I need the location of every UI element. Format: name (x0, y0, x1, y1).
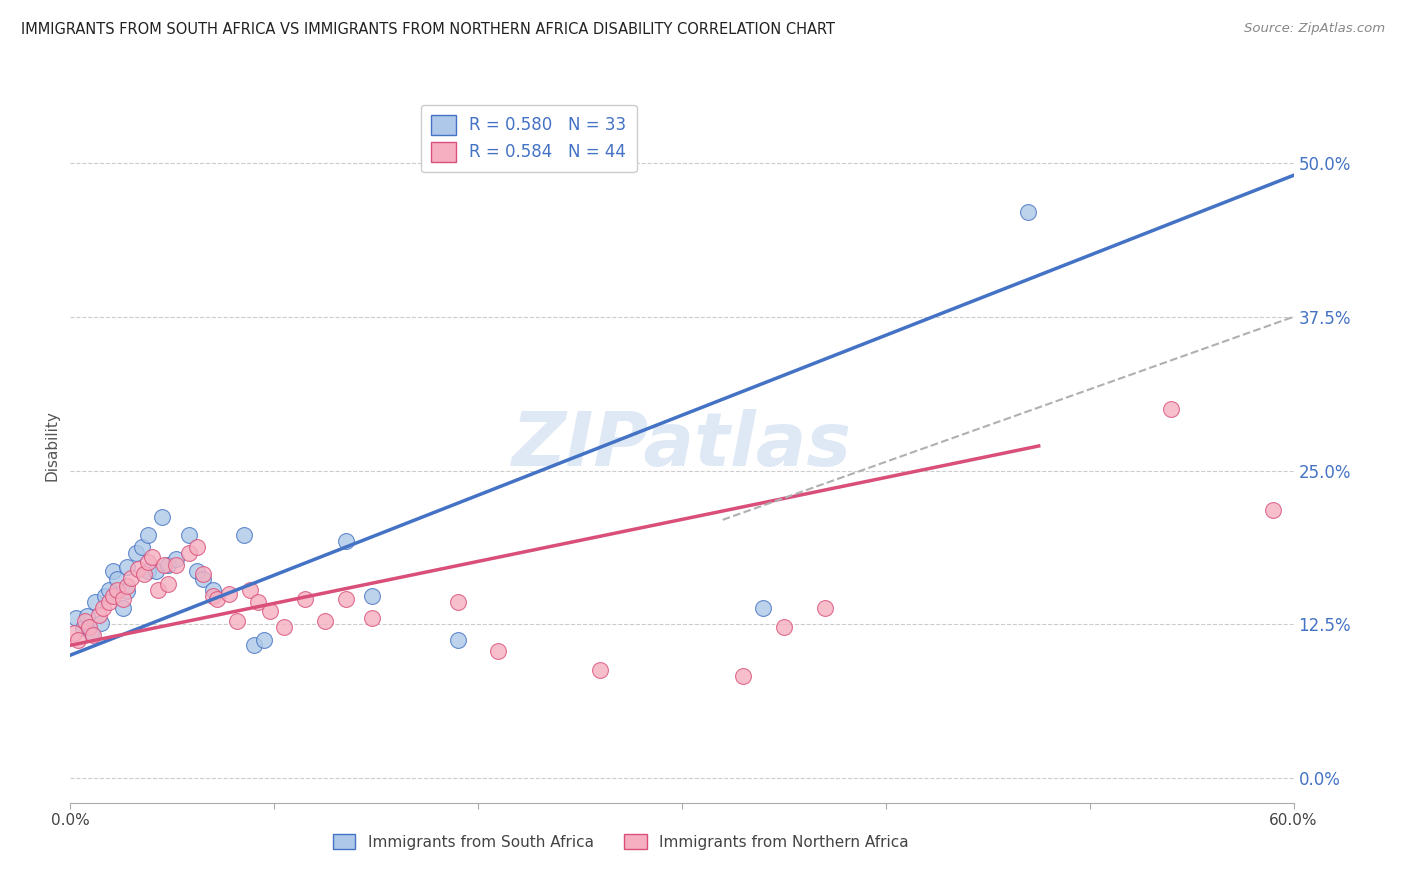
Point (72, 621, 94, 635)
Point (94, 589, 117, 603)
Point (186, 565, 208, 579)
Point (165, 558, 187, 573)
Point (361, 589, 384, 603)
Point (136, 527, 159, 541)
Point (136, 555, 159, 569)
Point (243, 638, 266, 652)
Point (67, 633, 90, 648)
Point (314, 614, 336, 628)
Point (132, 566, 155, 581)
Text: Source: ZipAtlas.com: Source: ZipAtlas.com (1244, 22, 1385, 36)
Point (488, 644, 510, 658)
Point (186, 540, 208, 554)
Point (335, 533, 357, 548)
Point (98, 595, 121, 609)
Point (191, 572, 214, 586)
Point (157, 558, 180, 573)
Point (112, 591, 135, 606)
Point (752, 601, 775, 615)
Point (259, 604, 281, 618)
Point (177, 527, 200, 541)
Point (98, 582, 121, 597)
Point (1018, 205, 1040, 219)
Point (191, 566, 214, 581)
Point (813, 601, 835, 615)
Point (253, 633, 276, 648)
Point (246, 595, 269, 609)
Point (335, 591, 357, 606)
Point (273, 620, 295, 634)
Point (136, 565, 159, 579)
Point (73, 614, 96, 628)
Point (447, 633, 470, 648)
Point (294, 591, 316, 606)
Point (117, 579, 139, 593)
Point (105, 582, 128, 597)
Point (146, 582, 169, 597)
Point (124, 546, 146, 560)
Point (165, 552, 187, 566)
Point (91, 601, 114, 615)
Point (90, 616, 112, 631)
Point (733, 669, 755, 683)
Point (77, 620, 100, 634)
Point (361, 611, 384, 625)
Point (232, 527, 254, 541)
Point (157, 576, 180, 591)
Point (63, 626, 86, 640)
Point (87, 607, 110, 622)
Point (153, 558, 176, 573)
Y-axis label: Disability: Disability (44, 410, 59, 482)
Text: IMMIGRANTS FROM SOUTH AFRICA VS IMMIGRANTS FROM NORTHERN AFRICA DISABILITY CORRE: IMMIGRANTS FROM SOUTH AFRICA VS IMMIGRAN… (21, 22, 835, 37)
Point (82, 628, 104, 642)
Point (218, 587, 240, 601)
Point (101, 565, 124, 579)
Point (101, 589, 124, 603)
Point (65, 611, 87, 625)
Point (117, 584, 139, 599)
Point (177, 546, 200, 560)
Point (79, 626, 103, 640)
Point (145, 565, 167, 579)
Point (1261, 503, 1284, 517)
Point (1160, 402, 1182, 417)
Point (773, 620, 796, 634)
Point (202, 582, 225, 597)
Point (141, 549, 163, 564)
Point (131, 540, 153, 554)
Point (239, 582, 262, 597)
Point (121, 571, 143, 585)
Legend: Immigrants from South Africa, Immigrants from Northern Africa: Immigrants from South Africa, Immigrants… (326, 828, 915, 855)
Text: ZIPatlas: ZIPatlas (512, 409, 852, 483)
Point (76, 608, 98, 623)
Point (205, 591, 228, 606)
Point (105, 572, 128, 586)
Point (202, 589, 225, 603)
Point (447, 595, 470, 609)
Point (127, 562, 149, 576)
Point (117, 559, 139, 574)
Point (150, 510, 173, 524)
Point (83, 595, 105, 609)
Point (589, 663, 612, 677)
Point (112, 601, 135, 615)
Point (226, 614, 249, 628)
